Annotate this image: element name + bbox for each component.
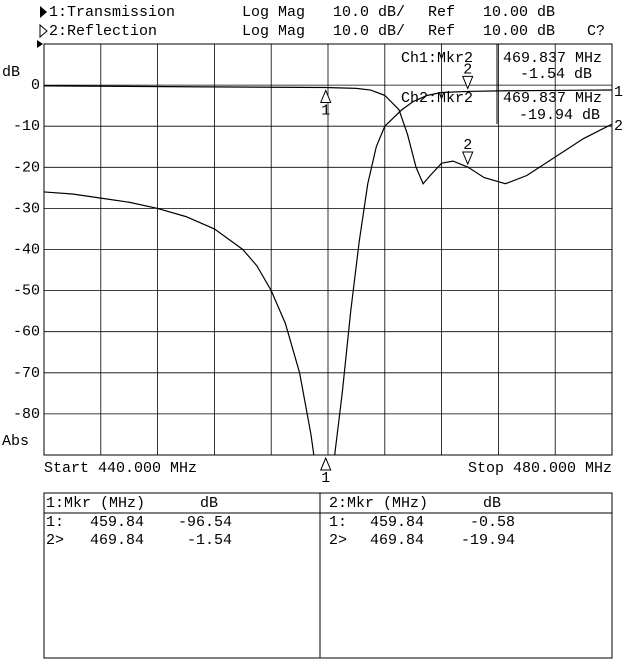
- table-header: 1:Mkr (MHz): [46, 495, 145, 512]
- cell: 2>: [46, 532, 64, 549]
- ref-pointer: [37, 40, 43, 48]
- cell: 1:: [329, 514, 347, 531]
- trace-end-label: 2: [614, 118, 623, 135]
- marker-label: 2: [463, 61, 472, 78]
- scale: 10.0 dB/: [333, 23, 405, 40]
- marker: [319, 89, 332, 103]
- channel-name: 2:Reflection: [49, 23, 157, 40]
- trace-end-label: 1: [614, 84, 623, 101]
- cell: -96.54: [178, 514, 232, 531]
- channel-name: 1:Transmission: [49, 4, 175, 21]
- ref-value: 10.00 dB: [483, 4, 555, 21]
- readout-value: -19.94 dB: [519, 107, 600, 124]
- readout-name: Ch1:Mkr2: [401, 50, 473, 67]
- format: Log Mag: [242, 23, 305, 40]
- y-tick-label: -70: [13, 365, 40, 382]
- y-tick-label: -40: [13, 241, 40, 258]
- marker-table: [43, 492, 613, 659]
- cell: 459.84: [370, 514, 424, 531]
- y-tick-label: -60: [13, 324, 40, 341]
- trace: [44, 89, 612, 455]
- readout-name: Ch2:Mkr2: [401, 90, 473, 107]
- readout-value: -1.54 dB: [520, 66, 592, 83]
- trace: [44, 85, 612, 185]
- cell: 469.84: [90, 532, 144, 549]
- ref: Ref: [428, 23, 455, 40]
- cell: 1:: [46, 514, 64, 531]
- marker-label: 1: [321, 102, 330, 119]
- plot-frame: [43, 43, 613, 456]
- cell: 469.84: [370, 532, 424, 549]
- readout-freq: 469.837 MHz: [503, 90, 602, 107]
- stop-label: Stop 480.000 MHz: [468, 460, 612, 477]
- table-unit: dB: [200, 495, 218, 512]
- active-channel-icon: [40, 6, 47, 18]
- marker-label: 1: [321, 470, 330, 487]
- scale: 10.0 dB/: [333, 4, 405, 21]
- y-mode: Abs: [2, 433, 29, 450]
- y-tick-label: -50: [13, 283, 40, 300]
- table-header: 2:Mkr (MHz): [329, 495, 428, 512]
- marker: [319, 456, 332, 471]
- y-tick-label: -80: [13, 406, 40, 423]
- y-axis-label: dB: [2, 64, 20, 81]
- y-tick-label: -20: [13, 159, 40, 176]
- y-tick-label: -30: [13, 200, 40, 217]
- y-tick-label: -10: [13, 118, 40, 135]
- plot: -80 -70 -60 -50 -40 -30 -20 -10 0 1 2 1 1 2 2: [13, 43, 623, 487]
- readout-freq: 469.837 MHz: [503, 50, 602, 67]
- cell: 2>: [329, 532, 347, 549]
- ref: Ref: [428, 4, 455, 21]
- cell: -0.58: [470, 514, 515, 531]
- format: Log Mag: [242, 4, 305, 21]
- marker-label: 2: [463, 137, 472, 154]
- cell: -1.54: [187, 532, 232, 549]
- start-label: Start 440.000 MHz: [44, 460, 197, 477]
- channel-icon: [39, 23, 48, 39]
- y-tick-label: 0: [31, 77, 40, 94]
- table-unit: dB: [483, 495, 501, 512]
- more: C?: [587, 23, 605, 40]
- marker: [461, 75, 474, 90]
- marker: [461, 151, 474, 166]
- cell: -19.94: [461, 532, 515, 549]
- cell: 459.84: [90, 514, 144, 531]
- ref-value: 10.00 dB: [483, 23, 555, 40]
